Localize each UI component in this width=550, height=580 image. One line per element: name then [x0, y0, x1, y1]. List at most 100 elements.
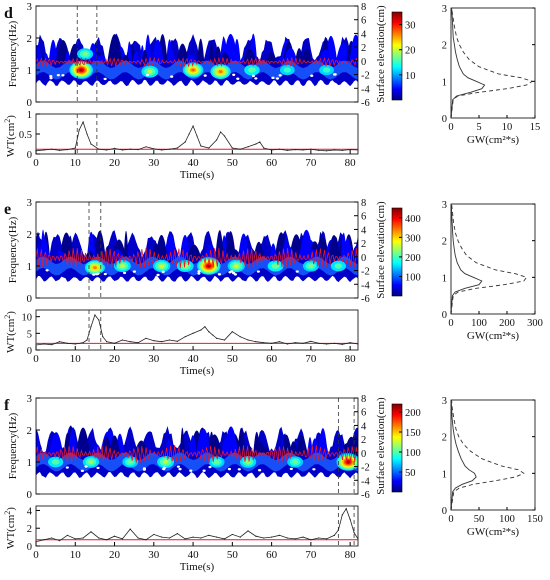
elev-tick-label: 8 [361, 198, 366, 209]
wt-point [349, 518, 351, 520]
colorbar-tick-label: 400 [405, 214, 421, 225]
energy-core [36, 452, 358, 472]
energy-flame [123, 230, 129, 260]
energy-flame [75, 427, 91, 456]
wt-point [223, 135, 226, 137]
spectrogram-d [36, 6, 358, 102]
time-tick-label: 30 [148, 353, 160, 365]
speckle [103, 272, 107, 276]
wt-point [223, 538, 226, 540]
colorbar-tick-label: 30 [405, 21, 416, 32]
hotspot [191, 68, 195, 72]
wt-point [184, 538, 186, 540]
wt-frame [35, 309, 359, 351]
wt-point [145, 146, 147, 148]
speckle [275, 77, 280, 80]
speckle [189, 469, 193, 472]
gw-xtick-label: 0 [448, 514, 453, 525]
time-tick-label: 80 [345, 157, 357, 169]
wt-point [82, 537, 84, 539]
elev-tick-label: 6 [361, 16, 366, 27]
wt-point [51, 537, 53, 539]
wt-point [239, 336, 241, 338]
time-tick-label: 20 [109, 157, 121, 169]
time-tick-label: 20 [109, 353, 121, 365]
gw-solid-line [450, 203, 483, 315]
hotspot [308, 264, 314, 268]
speckle [45, 269, 49, 272]
wt-point [263, 537, 265, 539]
wt-point [74, 343, 76, 345]
speckle [65, 466, 69, 469]
wt-point [263, 342, 265, 344]
wt-point [212, 334, 214, 336]
wt-tick-label: 0.5 [19, 130, 32, 141]
time-tick-label: 40 [188, 353, 200, 365]
wt-point [43, 343, 45, 345]
hotspot [334, 263, 343, 269]
wt-point [325, 343, 328, 345]
hotspot [119, 264, 126, 268]
speckle [232, 73, 236, 76]
colorbar [391, 403, 403, 493]
freq-tick-label: 1 [27, 261, 33, 273]
wt-point [349, 149, 351, 151]
speckle [122, 271, 127, 275]
wt-point [113, 147, 116, 149]
wt-point [192, 125, 194, 127]
hotspot [346, 460, 350, 464]
wt-point [106, 341, 108, 343]
wt-point [247, 146, 249, 148]
wt-point [106, 539, 108, 541]
wt-point [58, 540, 61, 542]
energy-flame [295, 435, 308, 456]
speckle [197, 270, 201, 273]
energy-flame [208, 41, 215, 64]
wt-point [286, 537, 288, 539]
wt-point [325, 538, 328, 540]
speckle [332, 73, 337, 76]
wt-point [310, 148, 312, 150]
gw-plot-d: 0 1 2 3 0 5 10 15 GW(cm²*s) [442, 4, 541, 146]
wt-tick-label: 0 [27, 150, 32, 161]
wt-point [58, 341, 61, 343]
energy-flame [294, 48, 304, 64]
wt-point [176, 340, 178, 342]
speckle [202, 469, 206, 472]
elev-tick-label: 4 [361, 225, 367, 236]
panel-e: e 0 1 2 3 Frequency(Hz) -6 -4 -2 0 2 4 6 8 Surface ele… [3, 197, 543, 377]
energy-flame [327, 235, 341, 260]
speckle [310, 74, 314, 77]
colorbar-tick-label: 150 [405, 428, 421, 439]
wt-point [349, 342, 351, 344]
hotspot [162, 459, 169, 465]
wt-point [208, 534, 210, 536]
time-tick-label: 10 [70, 549, 82, 561]
wt-tick-label: 1 [27, 110, 32, 121]
wt-point [231, 533, 233, 536]
wt-point [161, 149, 163, 151]
time-tick-label: 30 [148, 157, 160, 169]
time-tick-label: 50 [227, 353, 239, 365]
wt-point [113, 535, 116, 537]
elev-tick-label: -2 [361, 267, 370, 278]
time-tick-label: 80 [345, 549, 357, 561]
energy-flame [68, 430, 77, 456]
hotspot [234, 264, 239, 268]
wt-point [357, 343, 359, 345]
gw-axis-label: GW(cm²*s) [467, 526, 520, 538]
wt-point [278, 341, 281, 343]
panel-letter: e [4, 201, 11, 218]
elev-tick-label: -6 [361, 490, 370, 501]
hotspot [127, 460, 133, 464]
wt-point [231, 331, 233, 333]
speckle [289, 467, 293, 471]
elev-tick-label: 6 [361, 212, 366, 223]
wt-point [90, 143, 92, 145]
frequency-axis-label: Frequency(Hz) [7, 20, 19, 87]
time-tick-label: 70 [305, 353, 317, 365]
speckle [178, 467, 182, 471]
speckle [142, 467, 147, 470]
hotspot [51, 459, 60, 465]
wt-point [129, 148, 131, 150]
